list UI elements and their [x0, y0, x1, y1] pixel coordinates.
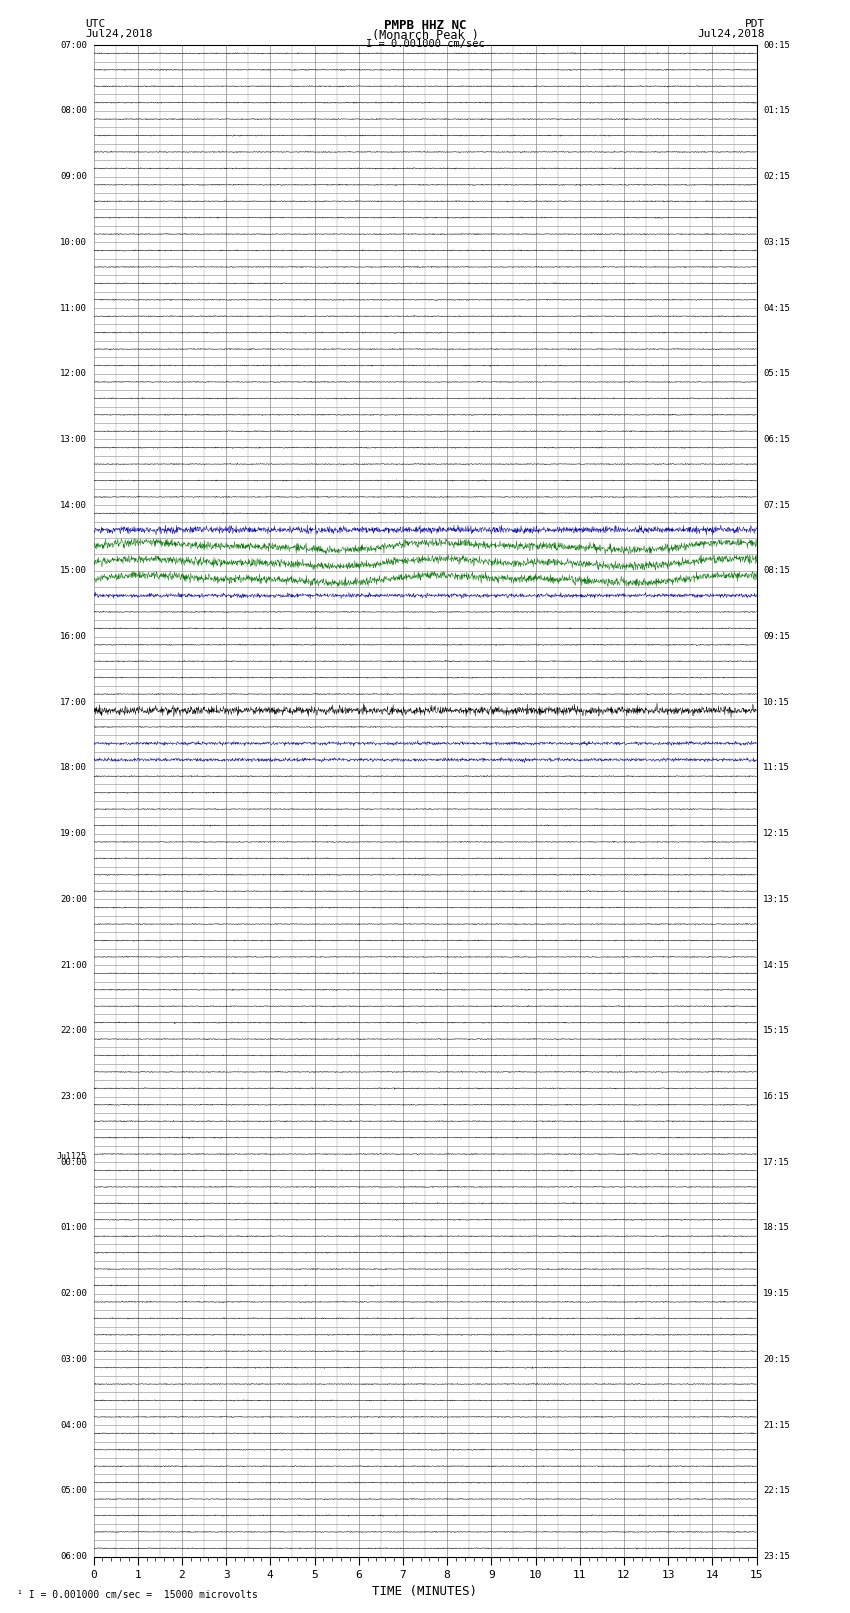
Text: 04:00: 04:00	[60, 1421, 87, 1429]
Text: 20:00: 20:00	[60, 895, 87, 903]
Text: 19:00: 19:00	[60, 829, 87, 839]
Text: 04:15: 04:15	[763, 303, 790, 313]
Text: ¹ I = 0.001000 cm/sec =  15000 microvolts: ¹ I = 0.001000 cm/sec = 15000 microvolts	[17, 1590, 258, 1600]
Text: 03:00: 03:00	[60, 1355, 87, 1365]
Text: 05:15: 05:15	[763, 369, 790, 377]
Text: Jul24,2018: Jul24,2018	[85, 29, 152, 39]
Text: 21:00: 21:00	[60, 961, 87, 969]
Text: 23:00: 23:00	[60, 1092, 87, 1102]
Text: PDT: PDT	[745, 19, 765, 29]
Text: 14:00: 14:00	[60, 500, 87, 510]
Text: 17:15: 17:15	[763, 1158, 790, 1166]
Text: 09:00: 09:00	[60, 173, 87, 181]
Text: 16:15: 16:15	[763, 1092, 790, 1102]
Text: 08:15: 08:15	[763, 566, 790, 576]
Text: Jul24,2018: Jul24,2018	[698, 29, 765, 39]
Text: 15:00: 15:00	[60, 566, 87, 576]
Text: 23:15: 23:15	[763, 1552, 790, 1561]
Text: 00:15: 00:15	[763, 40, 790, 50]
Text: UTC: UTC	[85, 19, 105, 29]
Text: Jul125: Jul125	[57, 1152, 87, 1161]
Text: PMPB HHZ NC: PMPB HHZ NC	[383, 19, 467, 32]
Text: 07:00: 07:00	[60, 40, 87, 50]
Text: 13:15: 13:15	[763, 895, 790, 903]
Text: 15:15: 15:15	[763, 1026, 790, 1036]
Text: 01:15: 01:15	[763, 106, 790, 116]
Text: 22:15: 22:15	[763, 1486, 790, 1495]
Text: 02:15: 02:15	[763, 173, 790, 181]
Text: 21:15: 21:15	[763, 1421, 790, 1429]
Text: 18:00: 18:00	[60, 763, 87, 773]
Text: 19:15: 19:15	[763, 1289, 790, 1298]
Text: 20:15: 20:15	[763, 1355, 790, 1365]
Text: 14:15: 14:15	[763, 961, 790, 969]
Text: (Monarch Peak ): (Monarch Peak )	[371, 29, 479, 42]
Text: 18:15: 18:15	[763, 1224, 790, 1232]
Text: 05:00: 05:00	[60, 1486, 87, 1495]
Text: 11:00: 11:00	[60, 303, 87, 313]
Text: 17:00: 17:00	[60, 698, 87, 706]
Text: 16:00: 16:00	[60, 632, 87, 640]
Text: 06:00: 06:00	[60, 1552, 87, 1561]
Text: 10:15: 10:15	[763, 698, 790, 706]
Text: 22:00: 22:00	[60, 1026, 87, 1036]
Text: 09:15: 09:15	[763, 632, 790, 640]
Text: 03:15: 03:15	[763, 237, 790, 247]
Text: 11:15: 11:15	[763, 763, 790, 773]
Text: 10:00: 10:00	[60, 237, 87, 247]
Text: 12:15: 12:15	[763, 829, 790, 839]
Text: 07:15: 07:15	[763, 500, 790, 510]
Text: 01:00: 01:00	[60, 1224, 87, 1232]
Text: 00:00: 00:00	[60, 1158, 87, 1166]
Text: 13:00: 13:00	[60, 436, 87, 444]
Text: 08:00: 08:00	[60, 106, 87, 116]
Text: 12:00: 12:00	[60, 369, 87, 377]
X-axis label: TIME (MINUTES): TIME (MINUTES)	[372, 1586, 478, 1598]
Text: 02:00: 02:00	[60, 1289, 87, 1298]
Text: 06:15: 06:15	[763, 436, 790, 444]
Text: I = 0.001000 cm/sec: I = 0.001000 cm/sec	[366, 39, 484, 48]
